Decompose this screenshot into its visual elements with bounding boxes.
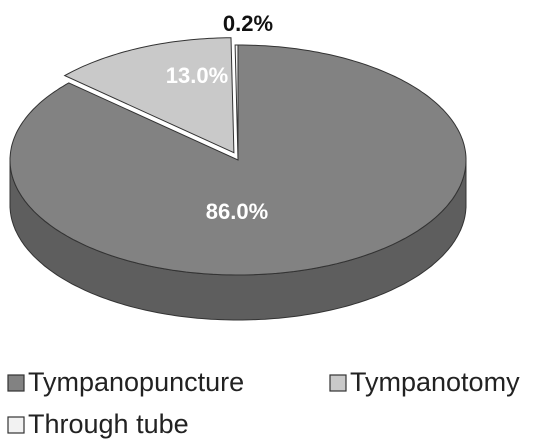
legend-label: Tympanotomy xyxy=(350,367,520,397)
legend-label: Tympanopuncture xyxy=(28,367,244,397)
legend-swatch xyxy=(7,374,25,392)
data-label: 0.2% xyxy=(223,11,273,36)
legend-swatch xyxy=(329,374,347,392)
slice xyxy=(234,44,239,161)
data-label: 86.0% xyxy=(206,199,268,224)
legend-label: Through tube xyxy=(28,409,189,439)
legend-swatch xyxy=(7,416,25,434)
slice xyxy=(63,37,235,154)
data-label: 13.0% xyxy=(166,63,228,88)
